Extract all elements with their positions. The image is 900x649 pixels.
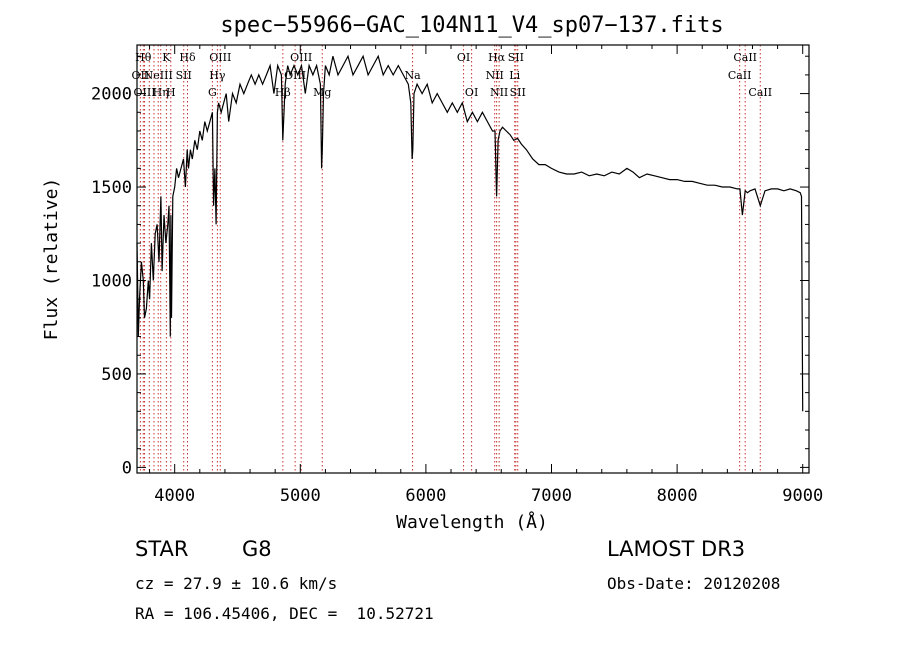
line-marker-label-8: H [166, 86, 176, 99]
line-marker-label-28: CaII [733, 51, 757, 64]
line-marker-label-20: OI [465, 86, 478, 99]
object-class: STAR [135, 537, 189, 561]
line-marker-label-27: CaII [728, 69, 752, 82]
line-marker-label-10: Hδ [179, 51, 196, 64]
y-tick-label-3: 1500 [91, 178, 132, 198]
line-marker-label-17: Mg [313, 86, 331, 99]
line-marker-label-24: Li [509, 69, 520, 82]
y-tick-label-1: 500 [101, 365, 132, 385]
x-tick-label-4: 8000 [657, 486, 698, 506]
line-marker-label-7: K [162, 51, 171, 64]
line-marker-label-12: Hγ [209, 69, 226, 82]
spectral-line-labels: OIIHθOIIINeIIIHηKHSIIHδGHγOIIIHβOIIIOIII… [132, 51, 773, 99]
line-marker-label-13: OIII [209, 51, 231, 64]
x-tick-label-1: 5000 [280, 486, 321, 506]
x-axis-label: Wavelength (Å) [396, 511, 548, 533]
spectral-line-markers [139, 45, 761, 473]
y-tick-label-2: 1000 [91, 271, 132, 291]
line-marker-label-25: SII [508, 51, 524, 64]
line-marker-label-29: CaII [748, 86, 772, 99]
x-tick-label-0: 4000 [154, 486, 195, 506]
plot-frame [136, 44, 810, 474]
spectrum-line [136, 54, 804, 412]
spectral-subclass: G8 [242, 537, 272, 561]
line-marker-label-1: Hθ [135, 51, 152, 64]
line-marker-label-11: G [208, 86, 217, 99]
x-tick-label-2: 6000 [405, 486, 446, 506]
x-tick-label-3: 7000 [531, 486, 572, 506]
x-axis-ticks: 4000 5000 6000 7000 8000 9000 [149, 45, 823, 506]
chart-title: spec−55966−GAC_104N11_V4_sp07−137.fits [220, 13, 723, 38]
survey-name: LAMOST DR3 [607, 537, 746, 561]
y-tick-label-4: 2000 [91, 85, 132, 105]
line-marker-label-6: Hη [153, 86, 169, 99]
y-axis-ticks: 0 500 1000 1500 2000 [91, 55, 809, 478]
line-marker-label-18: Na [404, 69, 421, 82]
line-marker-label-2: OIII [134, 86, 156, 99]
line-marker-label-22: Hα [488, 51, 506, 64]
line-marker-label-26: SII [510, 86, 526, 99]
line-marker-label-21: NII [486, 69, 504, 82]
redshift-velocity: cz = 27.9 ± 10.6 km/s [135, 574, 338, 593]
line-marker-label-0: OII [132, 69, 150, 82]
y-tick-label-0: 0 [122, 458, 132, 478]
x-tick-label-5: 9000 [782, 486, 823, 506]
ra-dec-coordinates: RA = 106.45406, DEC = 10.52721 [135, 604, 434, 623]
y-axis-label: Flux (relative) [41, 178, 62, 341]
line-marker-label-9: SII [176, 69, 192, 82]
line-marker-label-5: NeIII [144, 69, 173, 82]
line-marker-label-14: Hβ [275, 86, 291, 99]
observation-date: Obs-Date: 20120208 [607, 574, 781, 593]
line-marker-label-19: OI [457, 51, 470, 64]
line-marker-label-16: OIII [290, 51, 312, 64]
line-marker-label-23: NII [490, 86, 508, 99]
